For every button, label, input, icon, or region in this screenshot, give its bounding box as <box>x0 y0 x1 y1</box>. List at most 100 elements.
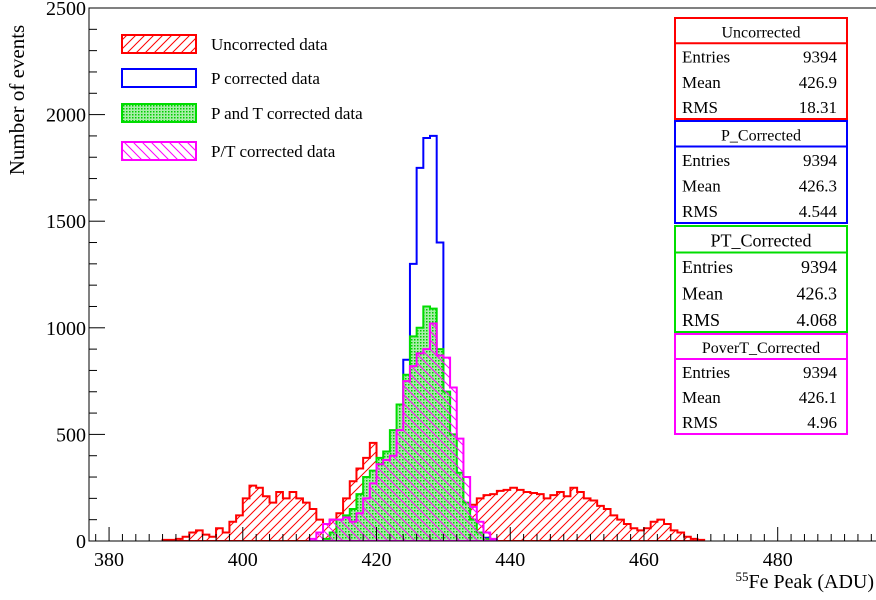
bar-s0-bin-457 <box>624 524 631 541</box>
bar-s0-bin-456 <box>617 520 624 541</box>
bar-s0-bin-450 <box>577 492 584 541</box>
bar-s0-bin-409 <box>303 503 310 541</box>
bar-s0-bin-444 <box>537 494 544 541</box>
series-3 <box>308 322 498 541</box>
bar-s3-bin-429 <box>437 356 444 541</box>
bar-s0-bin-403 <box>263 496 270 541</box>
stats-label: Entries <box>682 151 730 170</box>
stats-label: Mean <box>682 284 723 304</box>
x-tick-label: 380 <box>94 549 124 571</box>
bar-s3-bin-431 <box>450 387 457 541</box>
legend-entry-2: P and T corrected data <box>121 103 363 123</box>
bar-s0-bin-399 <box>236 515 243 541</box>
bar-s0-bin-404 <box>270 503 277 541</box>
stats-value: 9394 <box>801 257 837 277</box>
y-tick-label: 1500 <box>46 211 86 233</box>
legend-swatch-2 <box>121 103 197 123</box>
bar-s0-bin-441 <box>517 490 524 541</box>
bar-s3-bin-420 <box>377 464 384 541</box>
stats-box-2: PT_Corrected Entries 9394 Mean 426.3 RMS 4.068 <box>674 225 848 333</box>
bar-s3-bin-425 <box>410 366 417 541</box>
bar-s0-bin-455 <box>611 515 618 541</box>
bar-s0-bin-453 <box>597 506 604 541</box>
legend: Uncorrected data P corrected data P and T … <box>121 34 363 161</box>
stats-value: 426.9 <box>799 73 837 92</box>
stats-title-0: Uncorrected <box>721 24 800 41</box>
stats-title-3: PoverT_Corrected <box>702 340 820 357</box>
stats-box-border-0 <box>674 17 848 120</box>
legend-swatch-1 <box>121 68 197 88</box>
stats-value: 426.1 <box>799 388 837 407</box>
x-axis-title-text: Fe Peak (ADU) <box>748 571 874 593</box>
bar-s0-bin-446 <box>550 495 557 541</box>
stats-label: RMS <box>682 202 718 221</box>
bar-s0-bin-458 <box>631 528 638 541</box>
stats-box-0: Uncorrected Entries 9394 Mean 426.9 RMS 18.31 <box>674 17 848 120</box>
stats-value: 9394 <box>803 363 838 382</box>
bar-s0-bin-402 <box>256 488 263 541</box>
bar-s0-bin-466 <box>684 537 691 541</box>
bar-s0-bin-407 <box>290 492 297 541</box>
bar-s0-bin-394 <box>203 535 210 541</box>
stats-box-border-1 <box>674 120 848 224</box>
stats-value: 18.31 <box>799 98 837 117</box>
bar-s0-bin-449 <box>570 488 577 541</box>
bar-s0-bin-439 <box>504 490 511 541</box>
bar-s0-bin-448 <box>564 496 571 541</box>
legend-label-2: P and T corrected data <box>211 104 363 123</box>
series-fill-0 <box>162 442 705 541</box>
bar-s0-bin-463 <box>664 524 671 541</box>
bar-s3-bin-432 <box>457 439 464 541</box>
bar-s0-bin-445 <box>544 498 551 541</box>
bar-s3-bin-428 <box>430 324 437 541</box>
bar-s0-bin-395 <box>209 537 216 541</box>
x-axis-title: 55Fe Peak (ADU) <box>735 569 874 593</box>
bar-s0-bin-408 <box>296 498 303 541</box>
bar-s3-bin-417 <box>356 513 363 541</box>
stats-value: 9394 <box>803 48 838 67</box>
stats-value: 4.068 <box>797 310 838 330</box>
bar-s0-bin-396 <box>216 528 223 541</box>
bar-s3-bin-413 <box>330 520 337 541</box>
bar-s3-bin-418 <box>363 498 370 541</box>
y-tick-label: 500 <box>56 424 86 446</box>
bar-s0-bin-459 <box>637 530 644 541</box>
y-axis-title: Number of events <box>5 25 29 175</box>
bar-s0-bin-401 <box>249 486 256 541</box>
bar-s3-bin-422 <box>390 456 397 541</box>
stats-value: 4.96 <box>807 413 837 432</box>
stats-label: Mean <box>682 73 721 92</box>
bar-s3-bin-423 <box>397 430 404 541</box>
y-tick-label: 1000 <box>46 318 86 340</box>
stats-label: Mean <box>682 388 721 407</box>
bar-s0-bin-398 <box>229 522 236 541</box>
stats-label: RMS <box>682 413 718 432</box>
stats-box-border-2 <box>674 225 848 333</box>
bar-s0-bin-437 <box>490 494 497 541</box>
stats-value: 426.3 <box>797 284 838 304</box>
legend-label-0: Uncorrected data <box>211 35 328 54</box>
bar-s3-bin-433 <box>463 477 470 541</box>
bar-s3-bin-415 <box>343 518 350 541</box>
bar-s0-bin-462 <box>657 520 664 541</box>
bar-s0-bin-438 <box>497 491 504 541</box>
bar-s0-bin-461 <box>651 522 658 541</box>
legend-swatch-0 <box>121 34 197 54</box>
stats-label: Entries <box>682 363 730 382</box>
bar-s0-bin-442 <box>524 492 531 541</box>
bar-s3-bin-412 <box>323 524 330 541</box>
bar-s3-bin-435 <box>477 522 484 541</box>
y-tick-label: 0 <box>76 531 86 553</box>
bar-s3-bin-424 <box>403 381 410 541</box>
stats-title-1: P_Corrected <box>721 128 801 145</box>
bar-s0-bin-460 <box>644 528 651 541</box>
bar-s0-bin-405 <box>276 492 283 541</box>
bar-s0-bin-440 <box>510 488 517 541</box>
axes: 380 400 420 440 460 480 0 500 1000 1500 2000 2500 <box>46 0 872 571</box>
legend-entry-3: P/T corrected data <box>121 141 336 161</box>
y-tick-label: 2000 <box>46 105 86 127</box>
stats-title-2: PT_Corrected <box>711 231 812 251</box>
bar-s0-bin-452 <box>590 500 597 541</box>
bar-s0-bin-451 <box>584 498 591 541</box>
